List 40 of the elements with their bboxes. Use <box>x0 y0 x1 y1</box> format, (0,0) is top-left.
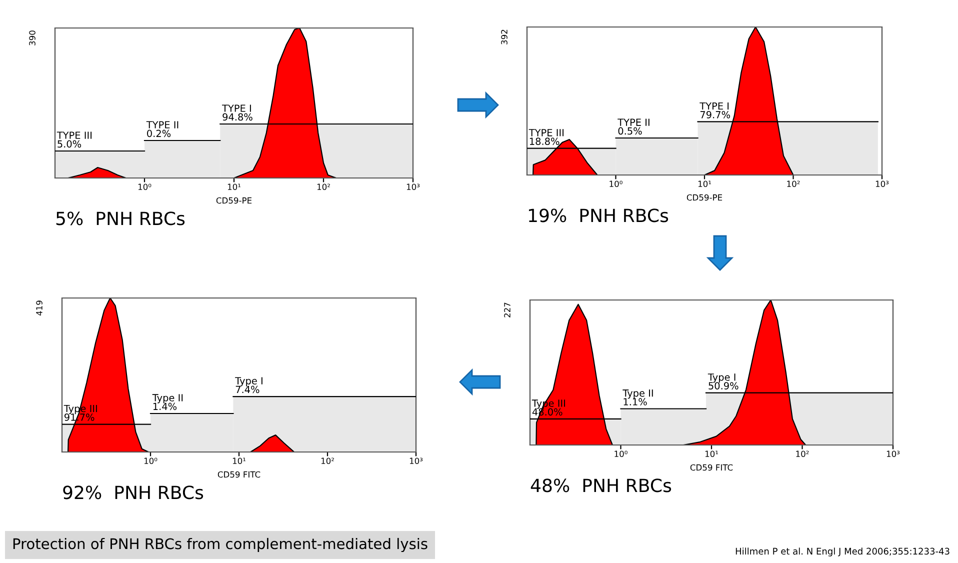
band-label: Type II 1.1% <box>622 390 653 406</box>
x-axis-title: CD59-PE <box>216 197 252 204</box>
x-axis-title: CD59 FITC <box>690 464 733 471</box>
x-tick-label: 10¹ <box>705 450 718 458</box>
x-tick-label: 10⁰ <box>144 458 158 464</box>
text: 92% PNH RBCs <box>63 486 204 500</box>
x-tick-label: 10² <box>796 450 809 458</box>
band-label: TYPE I 79.7% <box>700 102 730 118</box>
band-label: TYPE II 0.2% <box>146 121 178 138</box>
x-tick-label: 10³ <box>406 184 420 190</box>
x-tick-label: 10¹ <box>228 184 241 190</box>
text: 390 <box>29 30 36 46</box>
x-tick-label: 10³ <box>876 180 889 188</box>
x-tick-label: 10¹ <box>698 180 712 188</box>
text: 392 <box>501 30 508 44</box>
band-label: TYPE I 94.8% <box>222 104 252 121</box>
x-tick-label: 10⁰ <box>138 184 152 190</box>
text: Protection of PNH RBCs from complement-mediated lysis <box>13 538 428 552</box>
x-tick-label: 10² <box>317 184 330 190</box>
text: Hillmen P et al. N Engl J Med 2006;355:1233-43 <box>736 548 950 556</box>
x-axis-title: CD59 FITC <box>218 471 260 478</box>
text: 227 <box>504 302 510 318</box>
x-axis-title: CD59-PE <box>686 194 722 201</box>
band-label: TYPE III 18.8% <box>528 129 564 145</box>
x-tick-label: 10⁰ <box>610 180 622 188</box>
band-label: Type I 7.4% <box>235 377 262 394</box>
x-tick-label: 10⁰ <box>614 450 628 458</box>
band-label: Type II 1.4% <box>152 394 183 410</box>
x-tick-label: 10¹ <box>232 458 246 464</box>
x-tick-label: 10³ <box>886 450 900 458</box>
text: 48% PNH RBCs <box>530 478 672 492</box>
x-tick-label: 10³ <box>410 458 423 464</box>
x-tick-label: 10² <box>787 180 800 188</box>
x-tick-label: 10² <box>321 458 334 464</box>
text: 5% PNH RBCs <box>56 212 185 226</box>
text: 19% PNH RBCs <box>528 208 668 222</box>
band-label: Type I 50.9% <box>708 374 738 390</box>
band-label: TYPE III 5.0% <box>56 132 92 148</box>
text: 419 <box>36 300 42 316</box>
band-label: TYPE II 0.5% <box>618 118 650 135</box>
